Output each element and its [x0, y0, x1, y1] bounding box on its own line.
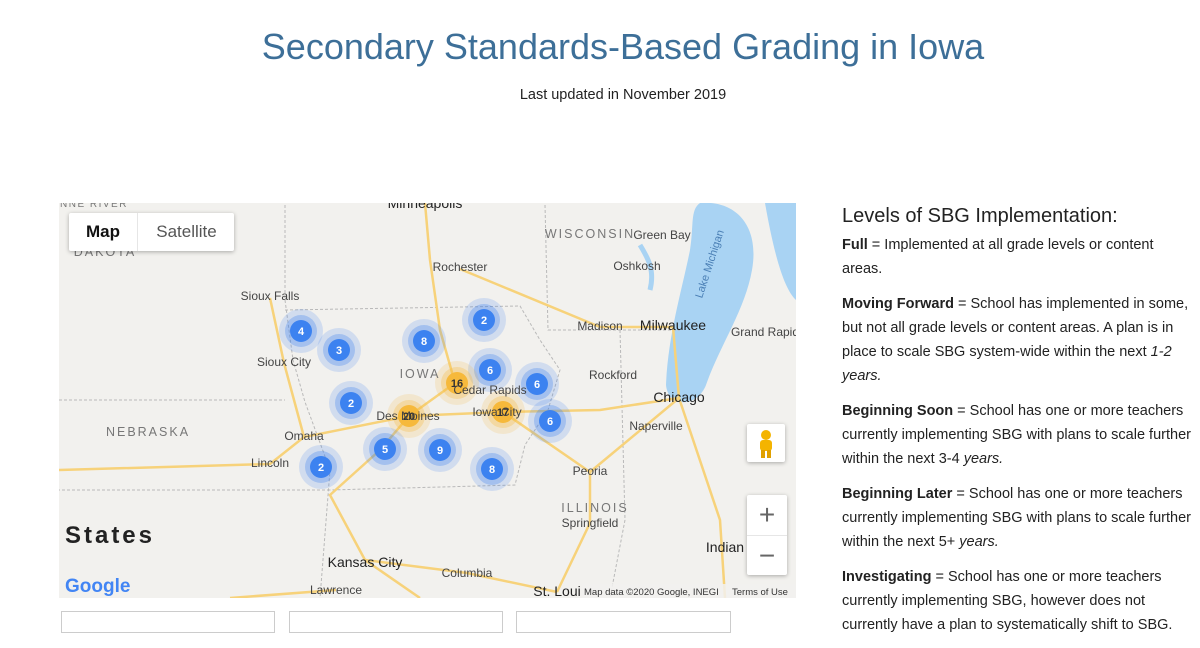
map-label: Peoria [573, 464, 608, 478]
pegman[interactable] [747, 424, 785, 462]
card [516, 611, 731, 633]
map-label: Omaha [284, 429, 324, 443]
map-label: Rochester [433, 260, 488, 274]
map-label: Sioux Falls [241, 289, 300, 303]
page: Secondary Standards-Based Grading in Iow… [59, 26, 1191, 633]
page-title: Secondary Standards-Based Grading in Iow… [261, 26, 985, 67]
map-label: Green Bay [633, 228, 690, 242]
cluster-count: 6 [547, 416, 553, 428]
map-label: WISCONSIN [545, 227, 635, 241]
cluster-count: 20 [403, 411, 415, 423]
cluster [328, 339, 350, 361]
cluster [310, 456, 332, 478]
legend-item: Moving Forward = School has implemented … [842, 292, 1192, 388]
cluster [492, 401, 514, 423]
cluster-count: 17 [497, 407, 509, 419]
legend-item: Full = Implemented at all grade levels o… [842, 233, 1192, 281]
cluster [398, 405, 420, 427]
cluster [473, 309, 495, 331]
map-label: Lawrence [310, 583, 362, 597]
legend-term: Moving Forward [842, 296, 954, 312]
cluster [340, 392, 362, 414]
map-label: Sioux City [257, 355, 311, 369]
legend-term: Beginning Soon [842, 403, 954, 419]
map-label: Naperville [629, 419, 683, 433]
cluster [413, 330, 435, 352]
cluster-count: 3 [336, 345, 342, 357]
map-label: Springfield [562, 516, 619, 530]
card [289, 611, 503, 633]
cluster [290, 320, 312, 342]
map-label: Des Moines [376, 409, 439, 423]
map-label: St. Loui [533, 583, 580, 598]
map-label: Oshkosh [613, 259, 660, 273]
legend-term: Full [842, 237, 868, 253]
attribution-bg [582, 584, 796, 598]
cluster-count: 2 [318, 462, 324, 474]
google-logo: Google [65, 576, 130, 597]
zoom-control: + − [747, 495, 787, 575]
cluster-count: 5 [382, 444, 388, 456]
map-label: Cedar Rapids [453, 383, 526, 397]
cluster-count: 9 [437, 445, 443, 457]
cluster-count: 8 [489, 464, 495, 476]
zoom-out[interactable]: − [747, 535, 787, 575]
satellite-button[interactable]: Satellite [137, 213, 235, 251]
legend-heading: Levels of SBG Implementation: [842, 205, 1118, 227]
map-label: Madison [577, 319, 622, 333]
cluster-count: 6 [534, 379, 540, 391]
map-label: Kansas City [328, 554, 403, 570]
map-label: States [65, 522, 155, 549]
map-type-control: Map Satellite [69, 213, 234, 251]
map-label: NEBRASKA [106, 425, 190, 439]
cluster [429, 439, 451, 461]
legend-term: Investigating [842, 569, 932, 585]
cluster [481, 458, 503, 480]
legend-emphasis: years. [959, 534, 999, 550]
cluster-count: 8 [421, 336, 427, 348]
cluster [446, 372, 468, 394]
cluster-count: 2 [481, 315, 487, 327]
legend-item: Beginning Later = School has one or more… [842, 482, 1192, 554]
legend-text: = School has one or more teachers curren… [842, 486, 1191, 550]
map-label: NNE RIVER [60, 203, 128, 210]
cluster-count: 16 [451, 378, 463, 390]
map-label: Lincoln [251, 456, 289, 470]
legend-emphasis: years. [963, 451, 1004, 467]
legend-text: = Implemented at all grade levels or con… [842, 237, 1154, 277]
map-label: Grand Rapid [731, 325, 796, 339]
legend-item: Beginning Soon = School has one or more … [842, 399, 1192, 471]
map-label: Milwaukee [640, 317, 706, 333]
map-label: Chicago [653, 389, 705, 405]
map-label: ILLINOIS [561, 501, 628, 515]
terms-link: Terms of Use [732, 587, 788, 598]
page-subtitle: Last updated in November 2019 [519, 87, 727, 103]
zoom-in[interactable]: + [758, 499, 776, 530]
map-label: Iowa City [472, 405, 521, 419]
map-label: IOWA [400, 367, 441, 381]
legend-term: Beginning Later [842, 486, 953, 502]
legend-item: Investigating = School has one or more t… [842, 565, 1192, 637]
cluster-count: 6 [487, 365, 493, 377]
map-label: Columbia [442, 566, 493, 580]
cluster-count: 2 [348, 398, 354, 410]
legend: Levels of SBG Implementation: Full = Imp… [842, 203, 1192, 648]
cluster [526, 373, 548, 395]
legend-text: = School has one or more teachers curren… [842, 403, 1191, 467]
map-label: Rockford [589, 368, 637, 382]
card [61, 611, 275, 633]
legend-emphasis: 1-2 years. [842, 344, 1172, 384]
map-label: Minneapolis [388, 203, 463, 211]
legend-text: = School has implemented in some, but no… [842, 296, 1189, 360]
cluster [374, 438, 396, 460]
cluster [539, 410, 561, 432]
pegman-icon [760, 430, 772, 458]
map-label: Indian [706, 539, 744, 555]
map-button[interactable]: Map [86, 222, 120, 241]
cluster [479, 359, 501, 381]
attribution: Map data ©2020 Google, INEGI [584, 587, 719, 598]
cluster-count: 4 [298, 326, 305, 338]
